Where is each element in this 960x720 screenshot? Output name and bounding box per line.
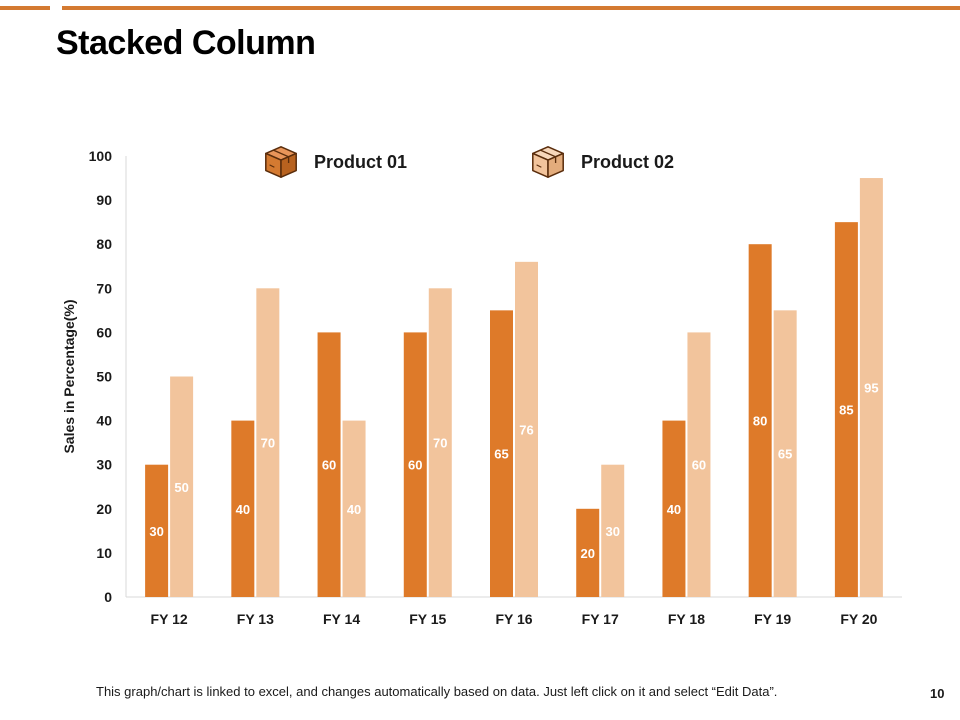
bar-product-01 <box>662 420 686 597</box>
bar-product-01 <box>403 332 427 597</box>
y-tick-label: 70 <box>96 280 112 296</box>
y-tick-label: 30 <box>96 457 112 473</box>
x-tick-label: FY 13 <box>237 611 274 627</box>
data-label: 60 <box>322 458 336 473</box>
bar-product-01 <box>490 310 513 597</box>
bar-product-02 <box>428 288 452 597</box>
bar-product-02 <box>773 310 797 597</box>
legend-label: Product 02 <box>581 151 675 172</box>
legend-label: Product 01 <box>314 151 408 172</box>
data-label: 85 <box>839 403 853 418</box>
data-label: 30 <box>149 524 163 539</box>
top-accent-bar-long <box>62 6 960 10</box>
y-tick-label: 40 <box>96 413 112 429</box>
data-label: 60 <box>692 458 706 473</box>
legend-item-product-02[interactable]: Product 02 <box>529 142 674 182</box>
data-label: 76 <box>519 422 533 437</box>
y-tick-label: 60 <box>96 324 112 340</box>
slide-title: Stacked Column <box>56 24 316 62</box>
page-number: 10 <box>930 686 945 701</box>
bar-product-01 <box>317 332 341 597</box>
bar-product-02 <box>515 261 538 597</box>
x-tick-label: FY 19 <box>754 611 791 627</box>
bar-product-01 <box>748 244 772 597</box>
data-label: 60 <box>408 458 422 473</box>
data-label: 80 <box>753 414 767 429</box>
y-tick-label: 20 <box>96 501 112 517</box>
data-label: 95 <box>864 381 878 396</box>
data-label: 30 <box>605 524 619 539</box>
bar-product-02 <box>859 178 883 598</box>
data-label: 70 <box>261 436 275 451</box>
data-label: 20 <box>580 546 594 561</box>
x-tick-label: FY 14 <box>323 611 360 627</box>
data-label: 70 <box>433 436 447 451</box>
x-tick-label: FY 12 <box>151 611 188 627</box>
bar-product-01 <box>576 508 600 597</box>
y-tick-label: 90 <box>96 192 112 208</box>
legend-item-product-01[interactable]: Product 01 <box>262 142 407 182</box>
y-tick-label: 50 <box>96 369 112 385</box>
bar-product-02 <box>256 288 280 597</box>
data-label: 65 <box>778 447 792 462</box>
data-label: 40 <box>236 502 250 517</box>
y-tick-label: 100 <box>89 148 113 164</box>
data-label: 65 <box>494 447 508 462</box>
y-axis-title: Sales in Percentage(%) <box>61 299 77 453</box>
bar-product-01 <box>231 420 255 597</box>
bar-product-01 <box>834 222 858 597</box>
bar-product-01 <box>145 464 169 597</box>
data-label: 40 <box>667 502 681 517</box>
box-icon <box>532 146 564 178</box>
box-icon <box>265 146 297 178</box>
x-tick-label: FY 18 <box>668 611 705 627</box>
data-label: 50 <box>174 480 188 495</box>
footnote: This graph/chart is linked to excel, and… <box>96 684 778 699</box>
bar-product-02 <box>170 376 194 597</box>
bar-product-02 <box>601 464 625 597</box>
x-tick-label: FY 17 <box>582 611 619 627</box>
x-tick-label: FY 20 <box>840 611 877 627</box>
x-tick-label: FY 15 <box>409 611 446 627</box>
x-tick-label: FY 16 <box>495 611 532 627</box>
bar-product-02 <box>687 332 711 597</box>
y-tick-label: 80 <box>96 236 112 252</box>
y-tick-label: 10 <box>96 545 112 561</box>
top-accent-bar-short <box>0 6 50 10</box>
bar-product-02 <box>342 420 366 597</box>
data-label: 40 <box>347 502 361 517</box>
y-tick-label: 0 <box>104 589 112 605</box>
